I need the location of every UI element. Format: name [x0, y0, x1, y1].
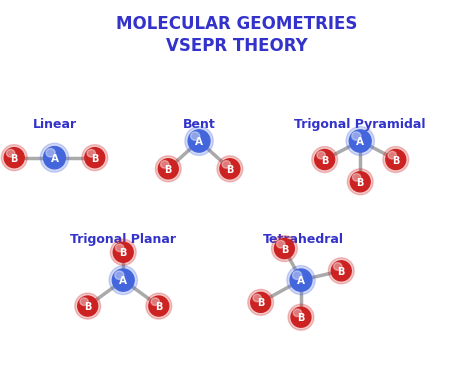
Ellipse shape [253, 294, 261, 302]
Ellipse shape [290, 269, 312, 291]
Ellipse shape [4, 148, 24, 168]
Ellipse shape [188, 130, 210, 152]
Ellipse shape [334, 263, 342, 270]
Text: A: A [356, 137, 364, 147]
Text: B: B [226, 165, 234, 175]
Text: Tetrahedral: Tetrahedral [263, 233, 344, 246]
Ellipse shape [328, 258, 354, 284]
Ellipse shape [116, 244, 124, 252]
Ellipse shape [287, 266, 315, 295]
Ellipse shape [222, 161, 230, 168]
Ellipse shape [40, 143, 69, 172]
Text: B: B [10, 154, 18, 164]
Ellipse shape [315, 150, 335, 170]
Ellipse shape [383, 147, 409, 173]
Text: A: A [51, 154, 58, 164]
Ellipse shape [1, 145, 27, 171]
Text: Trigonal Planar: Trigonal Planar [70, 233, 176, 246]
Ellipse shape [293, 309, 301, 316]
Ellipse shape [149, 296, 169, 316]
Ellipse shape [158, 159, 178, 179]
Ellipse shape [388, 151, 396, 159]
Ellipse shape [110, 239, 136, 265]
Ellipse shape [191, 132, 200, 140]
Ellipse shape [217, 156, 243, 182]
Ellipse shape [274, 239, 294, 259]
Ellipse shape [292, 271, 301, 279]
Text: VSEPR THEORY: VSEPR THEORY [166, 37, 308, 55]
Ellipse shape [251, 292, 271, 312]
Ellipse shape [346, 127, 374, 155]
Ellipse shape [350, 172, 370, 192]
Ellipse shape [85, 148, 105, 168]
Text: B: B [337, 267, 345, 277]
Text: B: B [84, 302, 91, 312]
Ellipse shape [185, 127, 213, 155]
Ellipse shape [87, 150, 95, 157]
Ellipse shape [349, 130, 371, 152]
Ellipse shape [291, 307, 311, 327]
Text: B: B [257, 298, 264, 308]
Ellipse shape [288, 304, 314, 330]
Text: B: B [119, 248, 127, 258]
Ellipse shape [352, 132, 361, 140]
Ellipse shape [82, 145, 108, 171]
Ellipse shape [272, 236, 297, 262]
Ellipse shape [80, 298, 88, 305]
Ellipse shape [331, 261, 351, 281]
Ellipse shape [155, 156, 181, 182]
Ellipse shape [151, 298, 159, 305]
Text: MOLECULAR GEOMETRIES: MOLECULAR GEOMETRIES [116, 15, 358, 33]
Ellipse shape [113, 242, 133, 262]
Text: B: B [321, 155, 328, 165]
Ellipse shape [112, 269, 134, 291]
Ellipse shape [75, 293, 100, 319]
Ellipse shape [161, 161, 169, 168]
Ellipse shape [220, 159, 240, 179]
Text: B: B [91, 154, 99, 164]
Ellipse shape [277, 240, 285, 248]
Text: B: B [392, 155, 400, 165]
Text: B: B [155, 302, 163, 312]
Text: B: B [164, 165, 172, 175]
Text: B: B [356, 178, 364, 188]
Ellipse shape [78, 296, 98, 316]
Text: B: B [281, 244, 288, 255]
Text: Bent: Bent [182, 118, 216, 131]
Ellipse shape [44, 147, 65, 169]
Ellipse shape [248, 289, 273, 315]
Ellipse shape [312, 147, 337, 173]
Text: A: A [119, 276, 127, 286]
Ellipse shape [386, 150, 406, 170]
Text: A: A [195, 137, 203, 147]
Text: Trigonal Pyramidal: Trigonal Pyramidal [294, 118, 426, 131]
Text: A: A [297, 276, 305, 286]
Ellipse shape [46, 148, 55, 157]
Text: Linear: Linear [32, 118, 77, 131]
Ellipse shape [109, 266, 137, 295]
Ellipse shape [317, 151, 325, 159]
Ellipse shape [353, 174, 361, 181]
Text: B: B [297, 313, 305, 323]
Ellipse shape [7, 150, 15, 157]
Ellipse shape [115, 271, 124, 279]
Ellipse shape [146, 293, 172, 319]
Ellipse shape [347, 169, 373, 195]
